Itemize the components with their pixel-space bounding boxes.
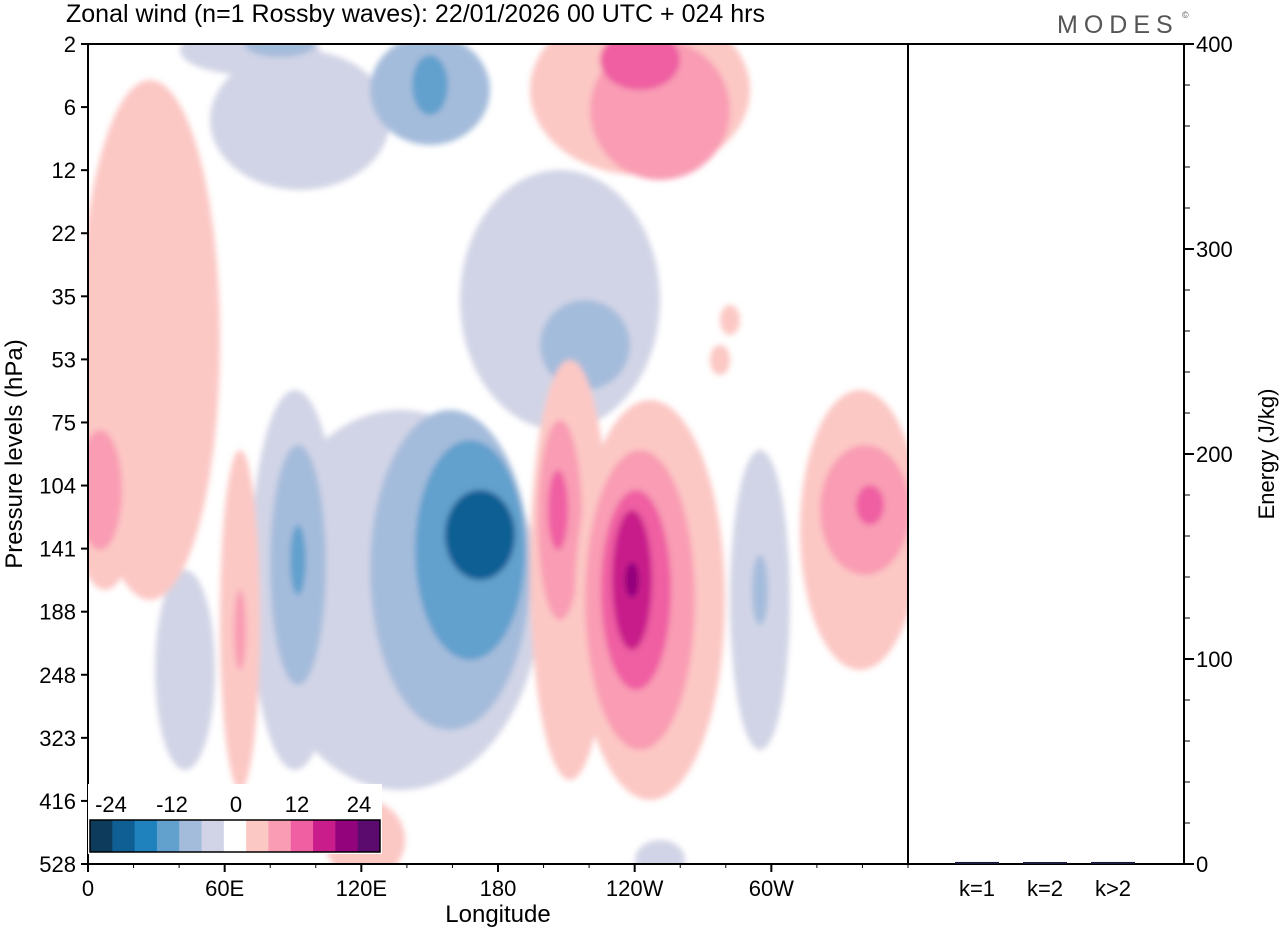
contour-patch bbox=[290, 525, 306, 595]
x-tick-label: 60W bbox=[749, 876, 794, 901]
pressure-axis: 2 6 12 22 35 53 75 104 141 188 248 323 416 528 bbox=[39, 32, 88, 877]
y-tick-label: 22 bbox=[52, 221, 76, 246]
contour-patch bbox=[720, 305, 740, 335]
colorbar-tick-label: 12 bbox=[285, 792, 309, 817]
colorbar-swatch bbox=[179, 820, 203, 852]
y-tick-label: 528 bbox=[39, 852, 76, 877]
longitude-axis: 0 60E 120E 180 120W 60W bbox=[82, 864, 909, 901]
contour-patch bbox=[600, 44, 680, 90]
colorbar-swatch bbox=[223, 820, 247, 852]
y-tick-label: 141 bbox=[39, 537, 76, 562]
energy-category-label: k>2 bbox=[1095, 876, 1131, 901]
colorbar-swatch bbox=[112, 820, 136, 852]
x-tick-label: 180 bbox=[480, 876, 517, 901]
colorbar-swatch bbox=[156, 820, 180, 852]
x-tick-label: 60E bbox=[205, 876, 244, 901]
y-tick-label: 188 bbox=[39, 600, 76, 625]
x-tick-label: 120W bbox=[606, 876, 664, 901]
contour-patch bbox=[548, 470, 568, 550]
y-tick-label: 248 bbox=[39, 663, 76, 688]
y-tick-label: 6 bbox=[64, 95, 76, 120]
contour-patch bbox=[88, 430, 122, 550]
colorbar-swatch bbox=[357, 820, 381, 852]
colorbar-tick-label: 24 bbox=[347, 792, 371, 817]
contour-patch bbox=[412, 55, 448, 115]
y-tick-label: 35 bbox=[52, 284, 76, 309]
colorbar-swatch bbox=[290, 820, 314, 852]
contour-patch bbox=[234, 590, 246, 670]
y-tick-label: 416 bbox=[39, 789, 76, 814]
energy-category-label: k=1 bbox=[959, 876, 995, 901]
y-tick-label: 75 bbox=[52, 410, 76, 435]
colorbar-swatch bbox=[313, 820, 336, 852]
y-axis-label: Pressure levels (hPa) bbox=[1, 339, 28, 568]
energy-panel-frame bbox=[907, 43, 1185, 865]
y-tick-label: 104 bbox=[39, 474, 76, 499]
brand-mark: © bbox=[1182, 10, 1189, 20]
colorbar-swatch bbox=[90, 820, 113, 852]
energy-bar bbox=[1091, 861, 1135, 864]
contour-patch bbox=[245, 44, 315, 57]
colorbar-swatch bbox=[246, 820, 269, 852]
colorbar-frame bbox=[89, 819, 381, 853]
energy-axis-label: Energy (J/kg) bbox=[1254, 389, 1279, 520]
energy-tick-label: 200 bbox=[1196, 442, 1233, 467]
y-tick-label: 2 bbox=[64, 32, 76, 57]
contour-patch bbox=[155, 570, 215, 770]
energy-bar bbox=[1023, 862, 1067, 864]
contour-patch bbox=[856, 485, 884, 525]
energy-bar bbox=[955, 861, 999, 864]
contour-patch bbox=[210, 50, 390, 190]
x-tick-label: 120E bbox=[336, 876, 387, 901]
contour-patch bbox=[635, 840, 685, 864]
contour-field bbox=[88, 44, 908, 864]
contour-patch bbox=[752, 555, 768, 625]
colorbar-tick-label: -12 bbox=[156, 792, 188, 817]
contour-patch bbox=[710, 345, 730, 375]
chart-title: Zonal wind (n=1 Rossby waves): 22/01/202… bbox=[66, 0, 765, 28]
colorbar-tick-label: -24 bbox=[95, 792, 127, 817]
contour-patch bbox=[625, 562, 639, 598]
brand-logo: MODES bbox=[1057, 11, 1179, 39]
energy-category-label: k=2 bbox=[1027, 876, 1063, 901]
energy-axis: 0 100 200 300 400 bbox=[1184, 32, 1233, 877]
y-tick-label: 12 bbox=[52, 158, 76, 183]
colorbar: -24 -12 0 12 24 bbox=[88, 784, 382, 854]
colorbar-tick-label: 0 bbox=[230, 792, 242, 817]
energy-bars: k=1 k=2 k>2 bbox=[955, 861, 1135, 901]
colorbar-swatch bbox=[201, 820, 225, 852]
contour-patch bbox=[445, 490, 515, 580]
colorbar-swatch bbox=[134, 820, 158, 852]
energy-tick-label: 300 bbox=[1196, 237, 1233, 262]
energy-tick-label: 100 bbox=[1196, 647, 1233, 672]
energy-tick-label: 400 bbox=[1196, 32, 1233, 57]
x-tick-label: 0 bbox=[82, 876, 94, 901]
x-axis-label: Longitude bbox=[445, 901, 550, 928]
colorbar-swatch bbox=[268, 820, 292, 852]
energy-tick-label: 0 bbox=[1196, 852, 1208, 877]
y-tick-label: 323 bbox=[39, 726, 76, 751]
colorbar-swatch bbox=[335, 820, 359, 852]
y-tick-label: 53 bbox=[52, 347, 76, 372]
